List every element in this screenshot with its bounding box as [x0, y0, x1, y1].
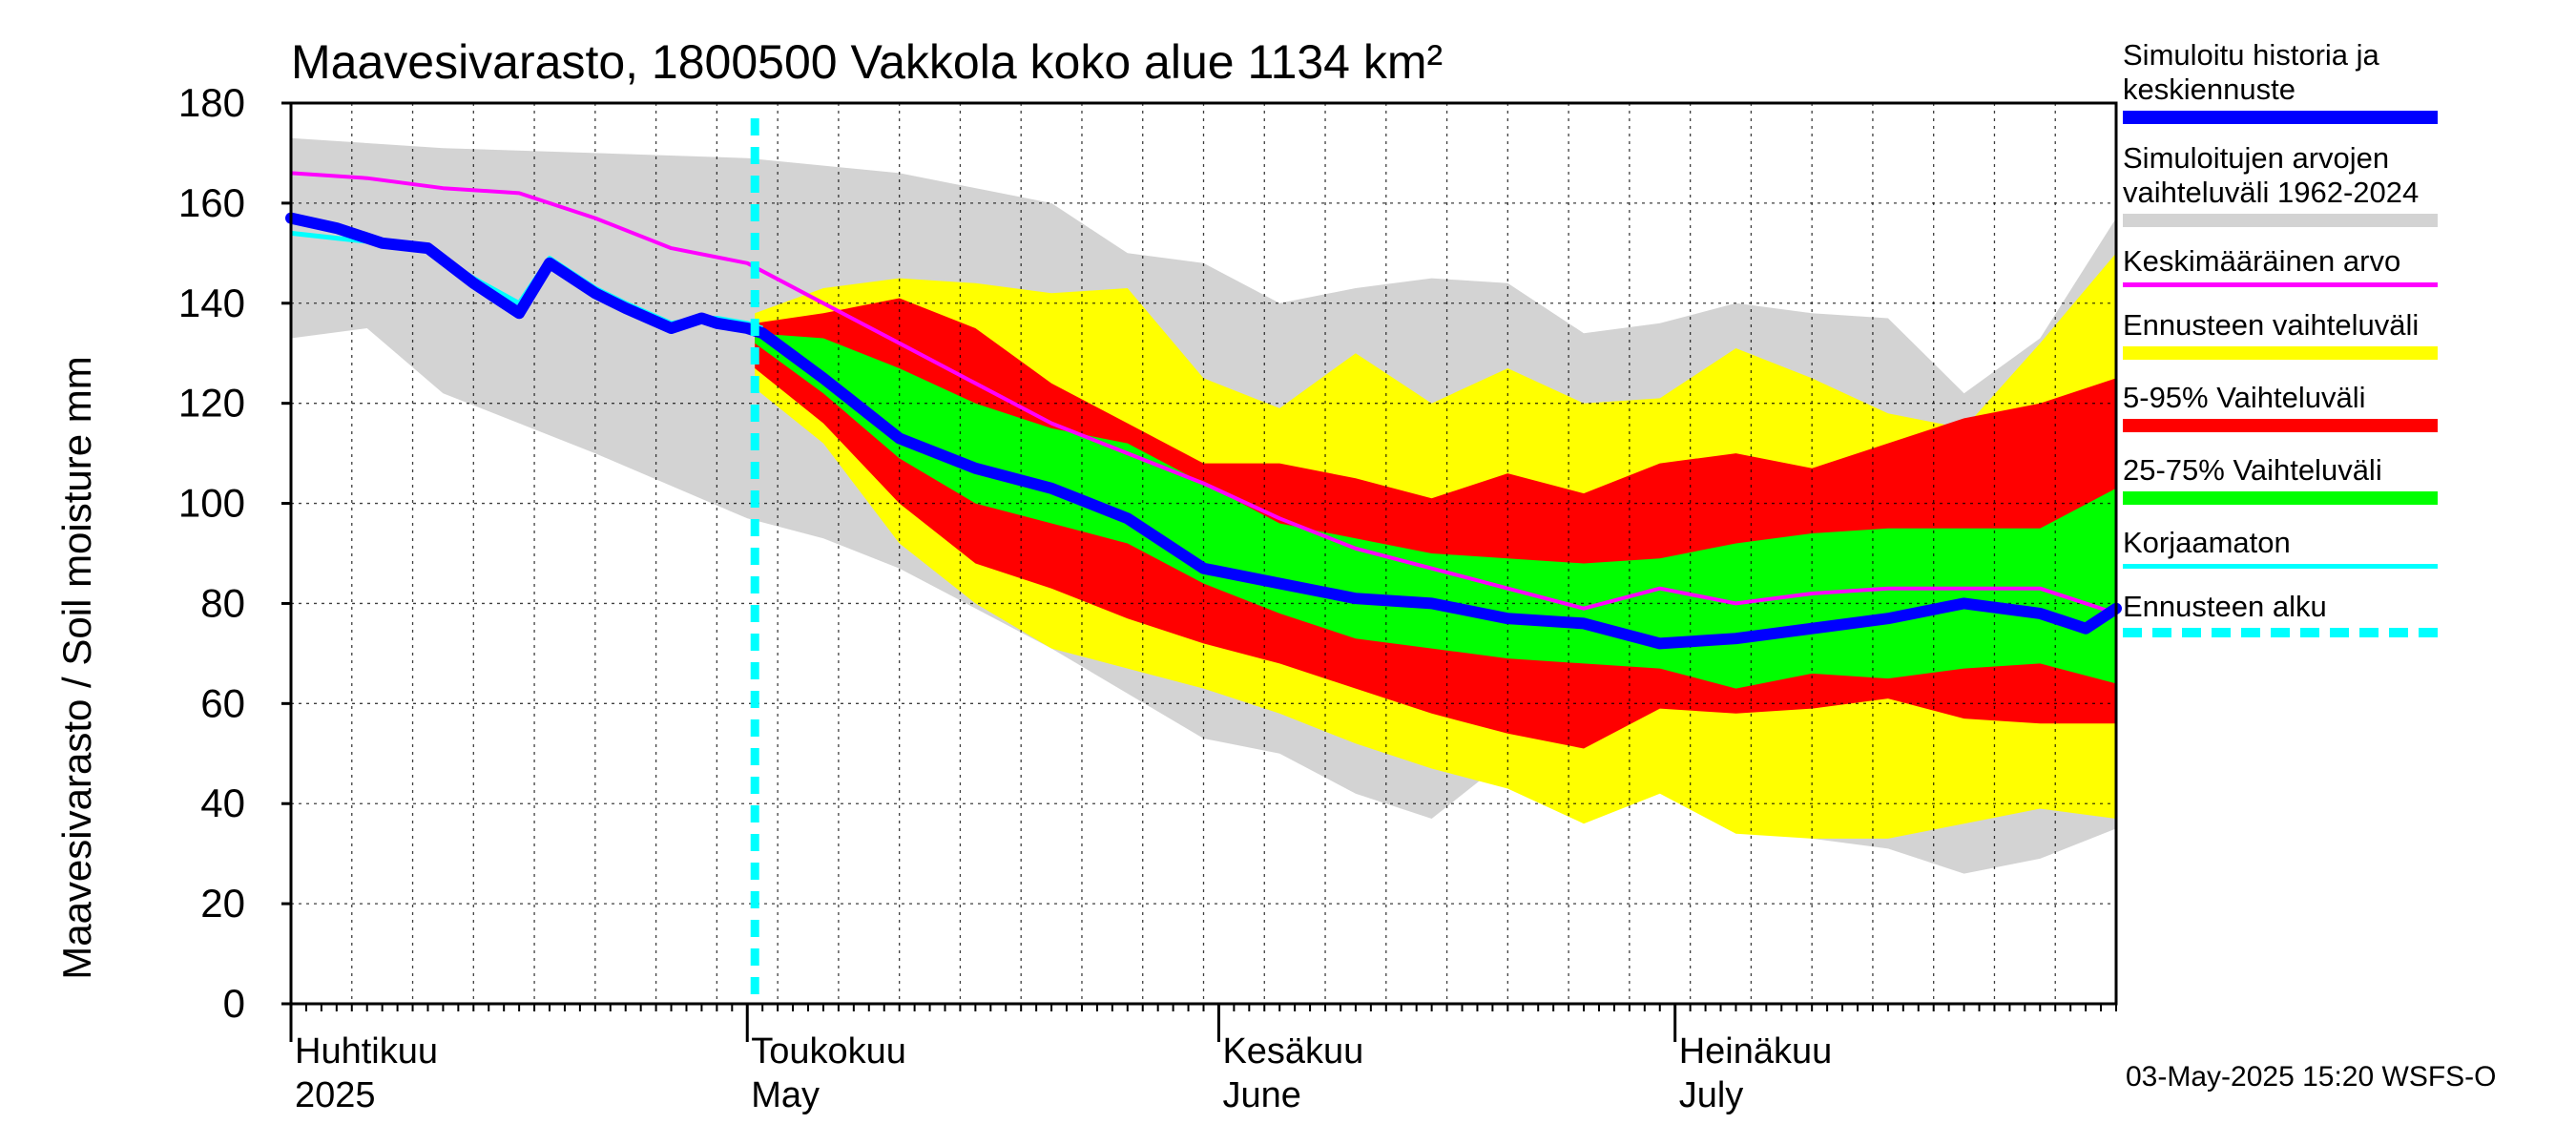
y-tick-label: 20 — [200, 881, 245, 926]
legend-history-label: Simuloitu historia ja keskiennuste — [2123, 38, 2379, 106]
y-tick-label: 40 — [200, 781, 245, 825]
legend-range: Simuloitujen arvojen vaihteluväli 1962-2… — [2123, 141, 2438, 227]
y-tick-label: 140 — [178, 281, 245, 325]
legend-forecast-swatch — [2123, 346, 2438, 360]
legend: Simuloitu historia ja keskiennuste Simul… — [2123, 38, 2438, 637]
legend-start: Ennusteen alku — [2123, 590, 2438, 637]
legend-range-swatch — [2123, 214, 2438, 227]
y-tick-label: 160 — [178, 180, 245, 225]
history-median-line — [285, 212, 2122, 650]
legend-p25-75-swatch — [2123, 491, 2438, 505]
legend-uncorrected: Korjaamaton — [2123, 526, 2438, 569]
month-label-en: July — [1679, 1075, 1744, 1115]
month-label-en: May — [751, 1075, 820, 1115]
month-label-fi: Heinäkuu — [1679, 1031, 1833, 1072]
legend-mean-label: Keskimääräinen arvo — [2123, 244, 2401, 278]
legend-p25-75-label: 25-75% Vaihteluväli — [2123, 453, 2382, 487]
chart-title: Maavesivarasto, 1800500 Vakkola koko alu… — [291, 35, 1443, 89]
mean-line — [290, 171, 2117, 615]
chart-lines — [285, 118, 2122, 1004]
legend-range-label: Simuloitujen arvojen vaihteluväli 1962-2… — [2123, 141, 2420, 209]
month-label-fi: Kesäkuu — [1222, 1031, 1363, 1072]
legend-uncorrected-swatch — [2123, 564, 2438, 569]
legend-start-label: Ennusteen alku — [2123, 590, 2327, 623]
month-label-fi: Toukokuu — [751, 1031, 906, 1072]
month-label-en: 2025 — [295, 1075, 376, 1115]
y-tick-label: 120 — [178, 381, 245, 426]
legend-forecast-label: Ennusteen vaihteluväli — [2123, 308, 2420, 342]
legend-p5-95-label: 5-95% Vaihteluväli — [2123, 381, 2366, 414]
chart-axes — [281, 101, 2118, 1042]
legend-history: Simuloitu historia ja keskiennuste — [2123, 38, 2438, 124]
month-label-fi: Huhtikuu — [295, 1031, 438, 1072]
y-axis-label: Maavesivarasto / Soil moisture mm — [54, 356, 99, 980]
legend-mean: Keskimääräinen arvo — [2123, 244, 2438, 287]
legend-mean-swatch — [2123, 282, 2438, 287]
legend-p25-75: 25-75% Vaihteluväli — [2123, 453, 2438, 505]
y-tick-label: 60 — [200, 680, 245, 725]
y-tick-label: 100 — [178, 481, 245, 526]
legend-forecast: Ennusteen vaihteluväli — [2123, 308, 2438, 360]
y-tick-label: 80 — [200, 580, 245, 625]
y-tick-label: 180 — [178, 80, 245, 125]
timestamp-footer: 03-May-2025 15:20 WSFS-O — [2126, 1061, 2497, 1093]
legend-p5-95: 5-95% Vaihteluväli — [2123, 381, 2438, 432]
legend-start-swatch — [2123, 628, 2438, 637]
legend-history-swatch — [2123, 111, 2438, 124]
legend-p5-95-swatch — [2123, 419, 2438, 432]
month-label-en: June — [1222, 1075, 1300, 1115]
chart-grid — [291, 103, 2116, 1004]
y-tick-label: 0 — [223, 981, 245, 1026]
legend-uncorrected-label: Korjaamaton — [2123, 526, 2291, 559]
